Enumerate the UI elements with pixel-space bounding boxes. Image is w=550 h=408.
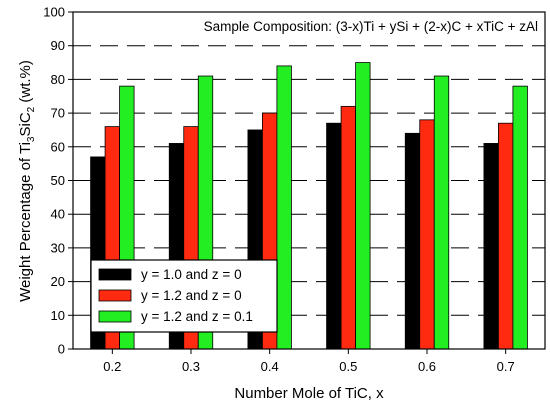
legend: y = 1.0 and z = 0 y = 1.2 and z = 0 y = … <box>90 259 278 333</box>
bar-series-1-0.6 <box>404 132 421 350</box>
legend-swatch-series-3 <box>98 310 132 323</box>
y-tick-label-10: 100 <box>43 5 65 20</box>
x-tick-label-3: 0.5 <box>339 359 357 374</box>
y-tick-label-8: 80 <box>51 72 65 87</box>
y-tick-label-7: 70 <box>51 106 65 121</box>
bar-series-2-0.6 <box>419 119 435 350</box>
annotation-text: Sample Composition: (3-x)Ti + ySi + (2-x… <box>204 19 538 34</box>
y-tick-label-3: 30 <box>51 240 65 255</box>
bar-series-2-0.5 <box>340 105 356 350</box>
y-tick-label-5: 50 <box>51 173 65 188</box>
y-tick-label-9: 90 <box>51 38 65 53</box>
legend-label-series-1: y = 1.0 and z = 0 <box>141 267 242 282</box>
bar-series-1-0.5 <box>326 122 342 350</box>
x-tick-label-1: 0.3 <box>182 359 200 374</box>
x-axis-ticks: 0.2 0.3 0.4 0.5 0.6 0.7 <box>103 349 515 374</box>
y-axis-title-main: Weight Percentage of Ti <box>17 142 34 302</box>
x-tick-label-2: 0.4 <box>261 359 279 374</box>
legend-label-series-3: y = 1.2 and z = 0.1 <box>141 309 253 324</box>
y-axis-title: Weight Percentage of Ti3SiC2 (wt.%) <box>17 60 37 302</box>
bar-series-3-0.4 <box>276 65 292 350</box>
legend-swatch-series-1 <box>98 268 132 281</box>
legend-swatch-series-2 <box>98 289 132 302</box>
y-axis-title-mid: SiC <box>17 112 34 136</box>
y-axis-title-tail: (wt.%) <box>17 60 34 107</box>
y-tick-label-4: 40 <box>51 207 65 222</box>
bar-series-2-0.7 <box>498 122 514 350</box>
bar-series-3-0.6 <box>433 75 450 350</box>
y-axis-ticks: 0 10 20 30 40 50 60 70 80 90 100 <box>43 5 73 357</box>
bar-series-1-0.7 <box>483 143 499 350</box>
y-tick-label-2: 20 <box>51 274 65 289</box>
bar-series-3-0.5 <box>355 62 371 350</box>
y-axis-title-sub2: 2 <box>26 106 37 112</box>
y-tick-label-0: 0 <box>58 342 65 357</box>
legend-label-series-2: y = 1.2 and z = 0 <box>141 288 242 303</box>
x-axis-title: Number Mole of TiC, x <box>234 385 384 402</box>
x-tick-label-4: 0.6 <box>418 359 436 374</box>
bar-series-3-0.7 <box>512 85 528 350</box>
grid-lines <box>73 45 545 316</box>
x-tick-label-5: 0.7 <box>497 359 515 374</box>
y-axis-title-sub1: 3 <box>26 136 37 142</box>
y-tick-label-1: 10 <box>51 308 65 323</box>
x-tick-label-0: 0.2 <box>103 359 121 374</box>
y-tick-label-6: 60 <box>51 139 65 154</box>
